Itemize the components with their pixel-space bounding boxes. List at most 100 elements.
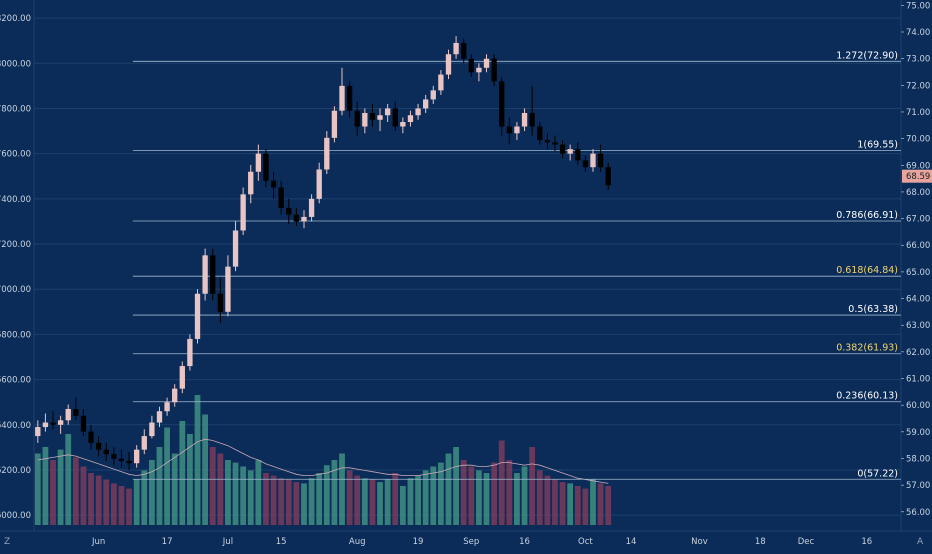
fib-level-label: 0.786(66.91) (836, 210, 898, 221)
volume-bar (559, 482, 566, 525)
candle-body (483, 58, 490, 68)
candle-body (597, 153, 604, 168)
right-axis-tick-label: 73.00 (906, 55, 930, 65)
volume-bar (209, 447, 216, 525)
candle-body (95, 442, 102, 450)
candle-body (80, 415, 87, 432)
right-axis-tick-label: 74.00 (906, 28, 930, 38)
volume-moving-average (37, 438, 609, 484)
time-axis-label: 17 (162, 537, 173, 547)
candle-body (255, 153, 262, 172)
time-axis-label: 19 (413, 537, 424, 547)
left-price-axis: 6000.00 6200.00 6400.00 6600.00 6800.00 7000.… (0, 14, 31, 521)
candle-body (149, 422, 155, 437)
volume-bar (316, 473, 323, 525)
right-price-axis: 56.00 57.00 58.00 59.00 60.00 61.00 62.00 63.00… (901, 1, 932, 518)
left-axis-tick-label: 8000.00 (0, 59, 31, 69)
time-axis-label: 16 (519, 537, 530, 547)
bottom-left-corner-label: Z (4, 537, 11, 547)
candle-body (73, 408, 79, 416)
bottom-right-corner-label: A (917, 537, 924, 547)
volume-bar (437, 462, 444, 525)
volume-bar (148, 460, 155, 525)
candle-body (339, 85, 345, 111)
candle-body (88, 431, 94, 443)
candle-body (141, 436, 147, 450)
candle-body (491, 58, 497, 82)
candle-body (225, 266, 231, 312)
right-axis-tick-label: 63.00 (906, 321, 930, 331)
candle-body (286, 207, 292, 215)
candle-body (369, 112, 376, 120)
candle-body (392, 108, 398, 127)
left-axis-tick-label: 7000.00 (0, 285, 31, 295)
candle-body (263, 153, 269, 181)
volume-bar (536, 470, 543, 525)
candle-body (499, 81, 505, 127)
candle-body (331, 110, 338, 138)
candle-body (529, 112, 535, 127)
candle-body (35, 427, 41, 437)
candle-body (407, 115, 414, 123)
right-axis-tick-label: 68.00 (906, 188, 930, 198)
volume-bar (88, 473, 94, 525)
candle-body (384, 108, 391, 116)
volume-bar (57, 449, 64, 525)
volume-bar (270, 475, 277, 525)
right-axis-tick-label: 64.00 (906, 295, 930, 305)
volume-bar (171, 453, 178, 525)
candle-body (468, 58, 474, 73)
volume-bar (179, 421, 186, 525)
candle-body (164, 402, 170, 412)
right-axis-tick-label: 69.00 (906, 161, 930, 171)
volume-bar (567, 483, 574, 525)
volume-bar (597, 483, 604, 525)
volume-bar (65, 434, 72, 525)
candle-body (461, 42, 467, 59)
time-axis-label: Aug (349, 537, 366, 547)
candle-body (559, 144, 566, 154)
volume-bar (544, 475, 551, 525)
candle-body (308, 198, 315, 217)
right-axis-tick-label: 57.00 (906, 481, 930, 491)
left-axis-tick-label: 6400.00 (0, 421, 31, 431)
time-axis-label: 15 (276, 537, 287, 547)
left-axis-tick-label: 6800.00 (0, 330, 31, 340)
volume-bar (133, 479, 140, 525)
right-axis-tick-label: 75.00 (906, 1, 930, 11)
volume-bar (34, 453, 41, 525)
right-axis-tick-label: 72.00 (906, 81, 930, 91)
volume-bar (521, 466, 528, 525)
volume-bar (369, 479, 376, 525)
last-price-label: 68.59 (906, 172, 930, 182)
volume-bar (255, 460, 262, 525)
volume-bar (552, 479, 558, 525)
candle-body (423, 99, 429, 109)
volume-bar (293, 482, 300, 525)
volume-bar (110, 483, 117, 525)
left-axis-tick-label: 6000.00 (0, 511, 31, 521)
volume-bar (42, 447, 49, 525)
volume-bar (141, 470, 148, 525)
volume-bar (50, 460, 56, 525)
right-axis-tick-label: 59.00 (906, 428, 930, 438)
volume-bar (392, 473, 399, 525)
volume-bar (483, 473, 490, 525)
volume-bar (460, 460, 467, 525)
right-axis-tick-label: 60.00 (906, 401, 930, 411)
left-axis-tick-label: 7800.00 (0, 104, 31, 114)
candle-body (415, 108, 421, 116)
volume-bar (72, 457, 79, 525)
time-axis-label: Oct (578, 537, 593, 547)
candle-body (293, 214, 300, 222)
volume-bar (415, 475, 421, 525)
candle-body (179, 366, 185, 389)
candle-body (240, 194, 246, 231)
volume-bar (308, 478, 315, 525)
candle-body (430, 90, 436, 100)
candle-body (476, 67, 482, 73)
candle-body (438, 74, 444, 91)
